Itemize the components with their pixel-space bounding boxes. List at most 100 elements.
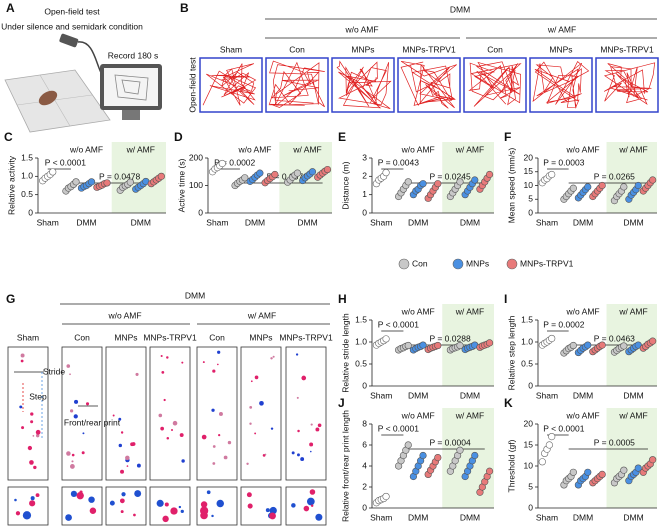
paw-print xyxy=(218,434,221,437)
group-label: w/ AMF xyxy=(618,144,647,154)
arena xyxy=(331,57,395,113)
y-tick-label: 1 xyxy=(362,189,367,199)
x-tick-label: DMM xyxy=(460,390,480,400)
data-point xyxy=(634,464,642,472)
label: MNPs xyxy=(351,44,374,54)
paw-print xyxy=(120,469,125,474)
y-tick-label: 0 xyxy=(528,207,533,217)
paw-print xyxy=(246,462,249,465)
label: Open-field test xyxy=(187,57,197,113)
paw-print xyxy=(212,462,216,465)
y-tick-label: 0 xyxy=(362,380,367,390)
data-point xyxy=(548,170,556,179)
paw-print xyxy=(270,427,274,430)
paw-print xyxy=(227,440,232,445)
paw-print xyxy=(76,491,84,500)
data-point xyxy=(456,178,464,186)
label: DMM xyxy=(450,4,470,14)
paw-print xyxy=(35,433,40,438)
p-value: P = 0.0002 xyxy=(543,319,584,329)
y-tick-label: 200 xyxy=(189,152,203,162)
track xyxy=(202,63,257,106)
paw-print xyxy=(201,434,207,440)
y-tick-label: 1.5 xyxy=(521,314,533,324)
panel-letter: J xyxy=(338,396,345,410)
footprint-zoom xyxy=(240,486,282,526)
paw-print xyxy=(310,504,314,507)
paw-print xyxy=(85,402,90,406)
group-label: w/o AMF xyxy=(566,410,600,420)
paw-print xyxy=(264,453,267,456)
paw-print xyxy=(112,414,115,417)
paw-print xyxy=(295,353,299,356)
legend-swatch xyxy=(398,258,410,270)
track xyxy=(603,62,656,106)
y-tick-label: 0 xyxy=(528,380,533,390)
paw-print xyxy=(301,375,307,381)
y-axis-label: Relative stride length xyxy=(340,313,350,393)
group-label: w/ AMF xyxy=(618,306,647,316)
data-point xyxy=(471,176,479,184)
y-tick-label: 0.5 xyxy=(521,358,533,368)
paw-print xyxy=(30,412,34,416)
data-point xyxy=(485,170,494,179)
label: Con xyxy=(487,44,503,54)
paw-print xyxy=(66,451,71,456)
data-point xyxy=(620,183,628,191)
y-tick-label: 15 xyxy=(524,166,534,176)
paw-print xyxy=(254,432,257,435)
y-tick-label: 0.5 xyxy=(355,358,367,368)
paw-print xyxy=(202,361,205,364)
paw-print xyxy=(216,499,224,508)
data-point xyxy=(382,492,390,501)
x-tick-label: DMM xyxy=(245,217,265,227)
paw-print xyxy=(66,364,71,368)
y-axis-label: Threshold (gf) xyxy=(506,439,516,492)
y-axis-label: Distance (m) xyxy=(340,161,350,209)
data-point xyxy=(569,341,577,350)
paw-print xyxy=(211,408,215,412)
footprint-box xyxy=(285,346,327,481)
paw-print xyxy=(133,513,136,517)
paw-print xyxy=(269,506,277,515)
track xyxy=(532,61,590,109)
paw-print xyxy=(74,399,79,404)
arena xyxy=(199,57,263,113)
paw-print xyxy=(136,463,141,468)
y-tick-label: 15 xyxy=(524,439,534,449)
paw-print xyxy=(131,442,136,446)
paw-print xyxy=(120,431,124,434)
data-point xyxy=(382,335,390,343)
data-point xyxy=(485,467,494,475)
paw-print xyxy=(219,411,223,416)
label: Con xyxy=(209,332,225,342)
paw-print xyxy=(315,427,320,432)
x-tick-label: Sham xyxy=(370,217,392,227)
x-tick-label: DMM xyxy=(408,390,428,400)
panel-letter: I xyxy=(504,292,507,306)
x-tick-label: Sham xyxy=(536,512,558,522)
paw-print xyxy=(135,372,139,376)
paw-print xyxy=(71,453,75,457)
paw-print xyxy=(317,423,322,428)
x-tick-label: DMM xyxy=(623,512,643,522)
data-point xyxy=(584,341,592,349)
paw-print xyxy=(300,457,305,462)
footprint-box xyxy=(7,346,49,481)
data-point xyxy=(456,341,464,350)
paw-print xyxy=(29,500,36,507)
p-value: P < 0.0001 xyxy=(45,157,86,167)
paw-print xyxy=(20,353,25,358)
panel-letter: D xyxy=(174,130,183,144)
y-tick-label: 1.5 xyxy=(355,314,367,324)
data-point xyxy=(404,341,412,350)
data-point xyxy=(404,178,412,186)
paw-print xyxy=(19,405,23,409)
track xyxy=(268,60,325,108)
monitor-screen xyxy=(104,68,158,106)
arena-grid xyxy=(39,74,71,127)
group-label: w/o AMF xyxy=(401,306,435,316)
data-point xyxy=(538,458,546,466)
y-tick-label: 5 xyxy=(528,481,533,491)
y-tick-label: 6 xyxy=(362,439,367,449)
